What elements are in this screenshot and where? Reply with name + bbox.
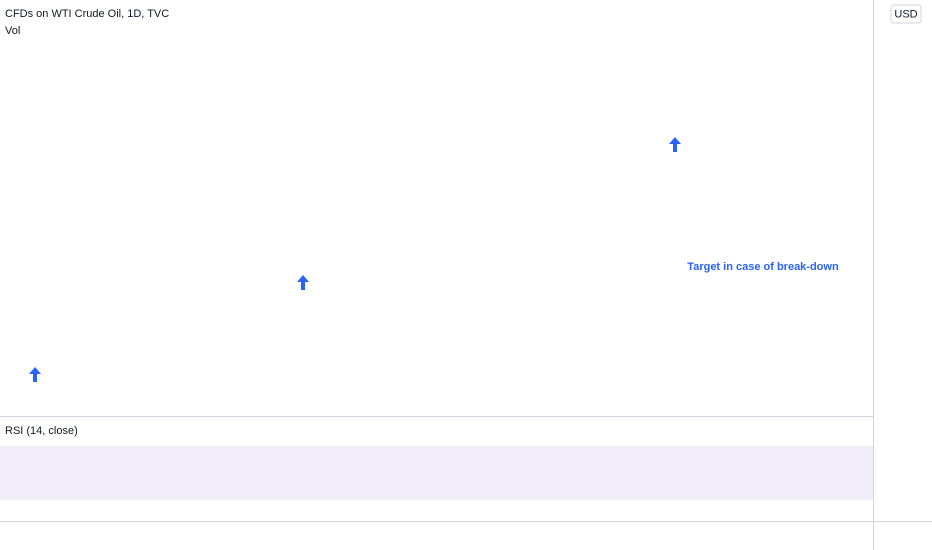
chart-title: CFDs on WTI Crude Oil, 1D, TVC	[5, 8, 169, 20]
arrow-up	[29, 367, 41, 382]
rsi-band	[0, 446, 873, 500]
currency-label: USD	[894, 8, 917, 20]
currency-button[interactable]	[890, 4, 922, 24]
arrow-up	[669, 137, 681, 152]
arrow-up	[297, 275, 309, 290]
volume-label: Vol	[5, 25, 20, 37]
rsi-title: RSI (14, close)	[5, 425, 78, 437]
level-annotation: Target in case of break-down	[687, 261, 839, 273]
